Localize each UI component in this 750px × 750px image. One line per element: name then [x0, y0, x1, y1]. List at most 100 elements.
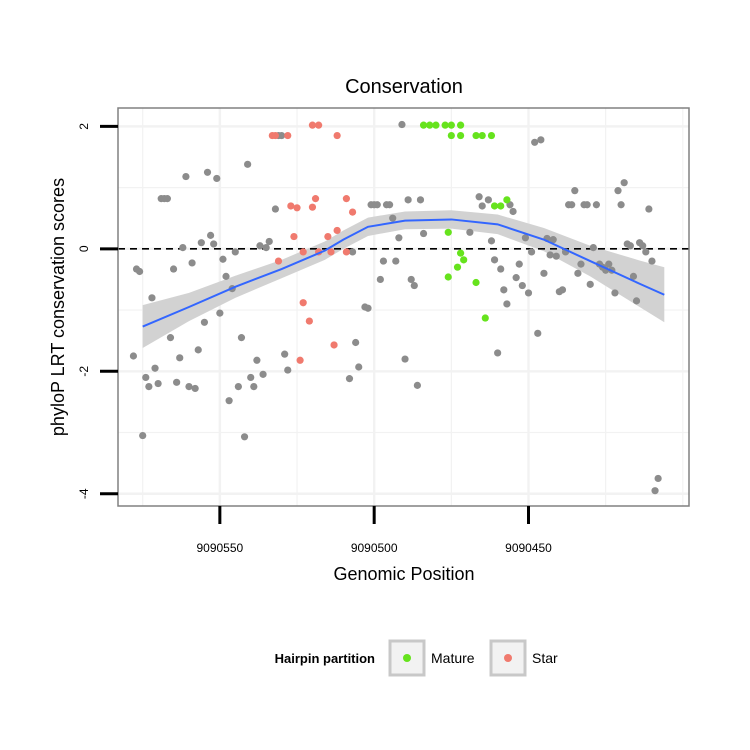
legend-dot-star — [504, 654, 512, 662]
point-mature — [426, 121, 434, 129]
point-star — [327, 248, 335, 256]
point-other — [345, 375, 354, 383]
point-star — [287, 202, 295, 210]
point-other — [129, 352, 138, 360]
point-mature — [419, 121, 428, 129]
point-other — [265, 237, 273, 246]
point-other — [376, 275, 384, 284]
point-other — [537, 136, 545, 144]
point-other — [173, 378, 181, 386]
point-other — [639, 242, 647, 250]
point-other — [571, 187, 579, 195]
point-other — [583, 201, 591, 209]
point-other — [222, 272, 230, 280]
point-mature — [481, 314, 489, 322]
point-other — [518, 281, 526, 290]
point-other — [478, 202, 486, 210]
y-tick-label: 2 — [77, 123, 91, 130]
data-points — [129, 120, 662, 495]
point-star — [305, 317, 313, 325]
point-other — [509, 207, 517, 216]
point-other — [524, 289, 533, 297]
point-other — [648, 257, 656, 265]
point-star — [348, 208, 357, 216]
point-other — [605, 260, 613, 268]
point-other — [503, 300, 511, 308]
point-other — [416, 196, 425, 204]
smooth-confidence-ribbon — [142, 210, 665, 349]
point-mature — [472, 131, 480, 140]
point-other — [558, 286, 567, 294]
point-other — [497, 265, 505, 273]
point-other — [185, 383, 193, 391]
point-other — [244, 160, 252, 168]
legend-label-star: Star — [532, 650, 558, 666]
point-other — [216, 309, 224, 317]
point-other — [182, 172, 190, 181]
point-mature — [460, 256, 468, 264]
point-mature — [472, 278, 480, 287]
point-other — [552, 252, 560, 260]
point-other — [494, 349, 502, 357]
legend-item-mature: Mature — [388, 639, 475, 677]
point-star — [330, 341, 338, 349]
point-mature — [457, 131, 465, 140]
chart-title: Conservation — [345, 76, 463, 98]
x-tick-label: 9090550 — [196, 541, 243, 555]
point-other — [386, 201, 394, 209]
legend: Hairpin partition Mature Star — [275, 639, 558, 677]
point-other — [577, 260, 585, 268]
point-other — [512, 274, 520, 282]
point-other — [148, 294, 156, 302]
point-other — [206, 231, 215, 239]
point-mature — [457, 249, 465, 257]
point-mature — [503, 196, 511, 204]
point-star — [299, 299, 307, 307]
point-mature — [447, 131, 455, 140]
point-other — [521, 234, 530, 242]
point-other — [355, 363, 363, 371]
point-other — [534, 329, 542, 337]
point-other — [197, 239, 205, 247]
point-other — [611, 289, 619, 297]
point-other — [203, 168, 212, 176]
point-mature — [457, 121, 465, 129]
point-other — [617, 201, 625, 209]
x-tick-label: 9090500 — [351, 541, 398, 555]
y-axis-title: phyloP LRT conservation scores — [48, 178, 68, 436]
point-other — [262, 244, 270, 252]
y-axis: 2 0 -2 -4 — [77, 123, 118, 499]
point-mature — [444, 273, 452, 281]
point-other — [379, 257, 388, 265]
point-other — [389, 214, 397, 222]
point-other — [589, 244, 597, 252]
point-other — [531, 138, 539, 146]
point-other — [413, 381, 421, 389]
point-other — [231, 248, 239, 256]
point-other — [484, 196, 492, 204]
point-other — [540, 269, 548, 277]
point-other — [419, 229, 428, 238]
legend-item-star: Star — [489, 639, 558, 677]
point-other — [176, 354, 184, 362]
point-star — [308, 203, 317, 211]
point-other — [651, 487, 659, 495]
point-other — [191, 384, 199, 393]
point-other — [169, 265, 178, 273]
point-other — [568, 201, 576, 209]
point-other — [364, 304, 372, 312]
plot-border — [117, 107, 690, 507]
point-other — [136, 267, 144, 276]
point-other — [373, 201, 381, 209]
point-other — [546, 251, 554, 259]
point-star — [271, 131, 280, 140]
point-other — [398, 120, 406, 129]
point-other — [500, 286, 508, 294]
point-other — [586, 280, 594, 288]
point-star — [290, 232, 298, 241]
point-other — [240, 433, 249, 441]
point-mature — [490, 202, 499, 210]
legend-dot-mature — [403, 654, 411, 662]
point-other — [166, 334, 175, 342]
point-other — [179, 244, 187, 252]
